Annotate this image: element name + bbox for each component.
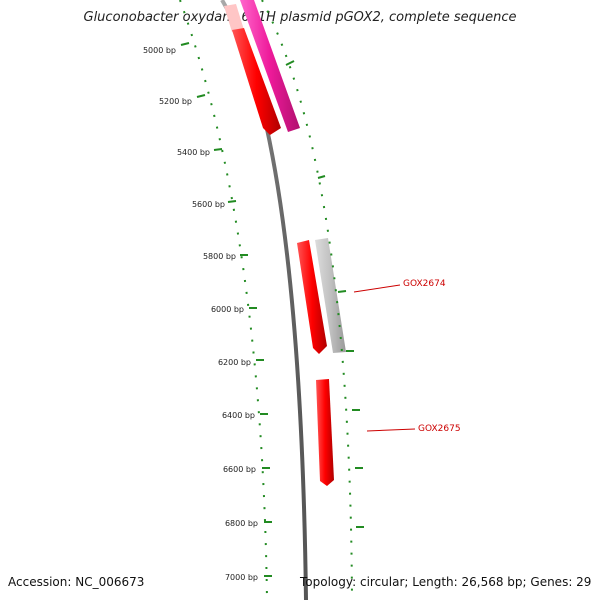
gene-feature-red-2 [297, 240, 327, 354]
tick-label: 5200 bp [159, 97, 192, 106]
map-title: Gluconobacter oxydans 621H plasmid pGOX2… [83, 10, 517, 25]
gene-feature-pink [240, 0, 300, 132]
outer-ruler-ticks [285, 60, 364, 528]
tick-label: 6400 bp [222, 411, 255, 420]
gene-label-gox2674[interactable]: GOX2674 [403, 279, 446, 289]
tick-label: 5000 bp [143, 46, 176, 55]
tick-label: 5800 bp [203, 252, 236, 261]
gene-label-gox2675[interactable]: GOX2675 [418, 424, 461, 434]
accession-label: Accession: NC_006673 [8, 575, 145, 589]
tick-labels: 5000 bp 5200 bp 5400 bp 5600 bp 5800 bp … [143, 46, 258, 582]
gene-feature-red-1 [232, 28, 281, 135]
tick-label: 6000 bp [211, 305, 244, 314]
gene-label-line-gox2674 [353, 284, 401, 293]
tick-label: 7000 bp [225, 573, 258, 582]
tick-label: 6200 bp [218, 358, 251, 367]
inner-ruler-ticks [180, 42, 272, 577]
tick-label: 5600 bp [192, 200, 225, 209]
tick-label: 6600 bp [223, 465, 256, 474]
gene-feature-red-gox2675 [316, 379, 334, 486]
topology-label: Topology: circular; Length: 26,568 bp; G… [300, 575, 592, 589]
gene-feature-lightpink [224, 4, 244, 32]
gene-label-line-gox2675 [366, 428, 416, 432]
tick-label: 6800 bp [225, 519, 258, 528]
gene-feature-grey-gox2674 [315, 238, 346, 353]
tick-label: 5400 bp [177, 148, 210, 157]
